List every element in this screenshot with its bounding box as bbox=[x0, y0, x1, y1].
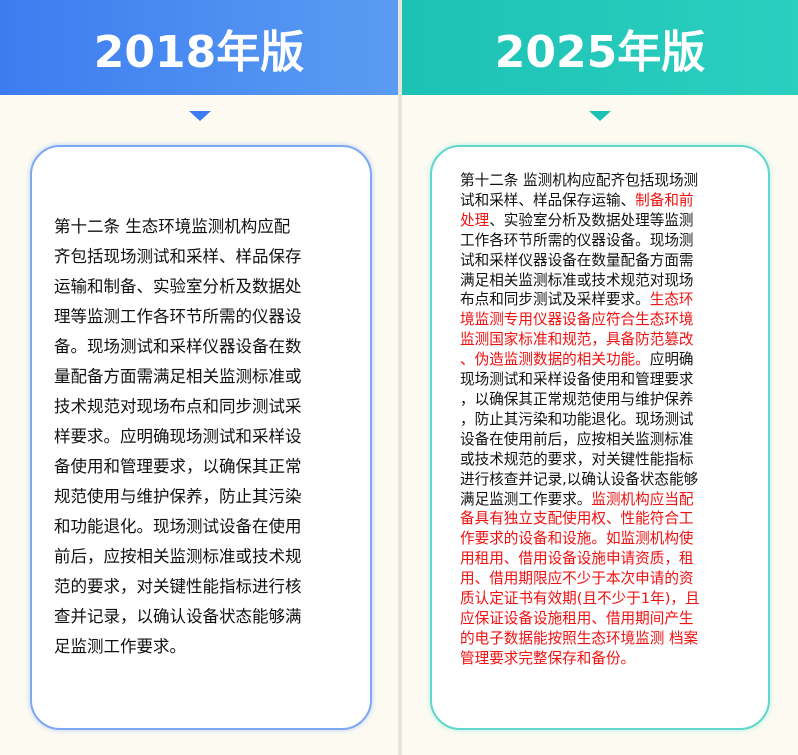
text-line: 试和采样、样品保存运输、制备和前 bbox=[460, 191, 700, 211]
text-segment: 布点和同步测试及采样要求。 bbox=[460, 291, 650, 309]
text-line: 布点和同步测试及采样要求。生态环 bbox=[460, 290, 700, 310]
text-line: 管理要求完整保存和备份。 bbox=[460, 649, 700, 669]
text-segment: 应明确 bbox=[649, 351, 694, 369]
title-2025: 2025年版 bbox=[494, 26, 706, 78]
text-line: 进行核查并记录,以确认设备状态能够 bbox=[460, 470, 700, 490]
highlighted-text: 制备和前 bbox=[635, 191, 694, 209]
column-divider bbox=[398, 0, 402, 755]
text-line: 和功能退化。现场测试设备在使用 bbox=[54, 517, 302, 536]
text-segment: 工作各环节所需的仪器设备。现场测 bbox=[460, 231, 694, 249]
text-line: 境监测专用仪器设备应符合生态环境 bbox=[460, 310, 700, 330]
text-segment: 满足相关监测标准或技术规范对现场 bbox=[460, 271, 694, 289]
text-line: 备。现场测试和采样仪器设备在数 bbox=[54, 337, 302, 356]
text-line: 第十二条 监测机构应配齐包括现场测 bbox=[460, 171, 700, 191]
pointer-down-icon bbox=[589, 111, 611, 121]
highlighted-text: 监测国家标准和规范，具备防范篡改 bbox=[460, 331, 694, 349]
highlighted-text: 用租用、借用设备设施申请资质，租 bbox=[460, 550, 694, 568]
text-line: ，以确保其正常规范使用与维护保养 bbox=[460, 390, 700, 410]
article-text-2018: 第十二条 生态环境监测机构应配 齐包括现场测试和采样、样品保存 运输和制备、实验室分… bbox=[54, 212, 302, 662]
article-text-2025: 第十二条 监测机构应配齐包括现场测 试和采样、样品保存运输、制备和前 处理、实验室分… bbox=[460, 171, 700, 669]
text-line: 的电子数据能按照生态环境监测 档案 bbox=[460, 629, 700, 649]
text-segment: 设备在使用前后，应按相关监测标准 bbox=[460, 430, 694, 448]
pointer-down-icon bbox=[189, 111, 211, 121]
text-segment: 第十二条 监测机构应配齐包括现场测 bbox=[460, 172, 699, 189]
text-line: 备具有独立支配使用权、性能符合工 bbox=[460, 509, 700, 529]
card-2018: 第十二条 生态环境监测机构应配 齐包括现场测试和采样、样品保存 运输和制备、实验室分… bbox=[30, 145, 372, 730]
text-segment: 满足监测工作要求。 bbox=[460, 490, 592, 508]
text-line: 或技术规范的要求，对关键性能指标 bbox=[460, 450, 700, 470]
highlighted-text: 处理 bbox=[460, 211, 490, 229]
text-line: 工作各环节所需的仪器设备。现场测 bbox=[460, 231, 700, 251]
text-line: 作要求的设备和设施。如监测机构使 bbox=[460, 529, 700, 549]
text-line: 质认定证书有效期(且不少于1年)，且 bbox=[460, 589, 700, 609]
text-segment: 或技术规范的要求，对关键性能指标 bbox=[460, 450, 694, 468]
highlighted-text: 作要求的设备和设施。如监测机构使 bbox=[460, 530, 694, 548]
text-segment: 进行核查并记录,以确认设备状态能够 bbox=[460, 470, 699, 488]
text-line: 处理、实验室分析及数据处理等监测 bbox=[460, 211, 700, 231]
text-line: 查并记录，以确认设备状态能够满 bbox=[54, 607, 302, 626]
highlighted-text: 境监测专用仪器设备应符合生态环境 bbox=[460, 311, 694, 329]
text-line: 应保证设备设施租用、借用期间产生 bbox=[460, 609, 700, 629]
title-2018: 2018年版 bbox=[93, 26, 305, 78]
highlighted-text: 、伪造监测数据的相关功能。 bbox=[460, 351, 650, 369]
text-line: 规范使用与维护保养，防止其污染 bbox=[54, 487, 302, 506]
text-line: 齐包括现场测试和采样、样品保存 bbox=[54, 247, 302, 266]
highlighted-text: 生态环 bbox=[649, 291, 694, 309]
text-segment: 、实验室分析及数据处理等监测 bbox=[489, 211, 694, 229]
text-line: 样要求。应明确现场测试和采样设 bbox=[54, 427, 302, 446]
text-line: 第十二条 生态环境监测机构应配 bbox=[54, 217, 291, 236]
text-segment: 试和采样仪器设备在数量配备方面需 bbox=[460, 251, 694, 269]
highlighted-text: 监测机构应当配 bbox=[591, 490, 694, 508]
text-segment: 现场测试和采样设备使用和管理要求 bbox=[460, 371, 694, 389]
text-line: 监测国家标准和规范，具备防范篡改 bbox=[460, 330, 700, 350]
highlighted-text: 管理要求完整保存和备份。 bbox=[460, 649, 636, 667]
text-line: 前后，应按相关监测标准或技术规 bbox=[54, 547, 302, 566]
text-line: 范的要求，对关键性能指标进行核 bbox=[54, 577, 302, 596]
text-line: 运输和制备、实验室分析及数据处 bbox=[54, 277, 302, 296]
card-2025: 第十二条 监测机构应配齐包括现场测 试和采样、样品保存运输、制备和前 处理、实验室分… bbox=[430, 145, 770, 730]
text-line: 量配备方面需满足相关监测标准或 bbox=[54, 367, 302, 386]
text-line: 满足监测工作要求。监测机构应当配 bbox=[460, 490, 700, 510]
text-segment: ，以确保其正常规范使用与维护保养 bbox=[460, 390, 694, 408]
text-line: 现场测试和采样设备使用和管理要求 bbox=[460, 370, 700, 390]
highlighted-text: 的电子数据能按照生态环境监测 档案 bbox=[460, 629, 699, 647]
text-segment: 试和采样、样品保存运输、 bbox=[460, 191, 636, 209]
text-line: 用租用、借用设备设施申请资质，租 bbox=[460, 549, 700, 569]
text-line: 理等监测工作各环节所需的仪器设 bbox=[54, 307, 302, 326]
text-line: 用、借用期限应不少于本次申请的资 bbox=[460, 569, 700, 589]
highlighted-text: 应保证设备设施租用、借用期间产生 bbox=[460, 609, 694, 627]
text-line: 备使用和管理要求，以确保其正常 bbox=[54, 457, 302, 476]
text-line: 满足相关监测标准或技术规范对现场 bbox=[460, 271, 700, 291]
text-line: 设备在使用前后，应按相关监测标准 bbox=[460, 430, 700, 450]
highlighted-text: 用、借用期限应不少于本次申请的资 bbox=[460, 570, 694, 588]
header-2018: 2018年版 bbox=[0, 0, 398, 95]
highlighted-text: 质认定证书有效期(且不少于1年)，且 bbox=[460, 590, 700, 608]
text-line: ，防止其污染和功能退化。现场测试 bbox=[460, 410, 700, 430]
text-line: 足监测工作要求。 bbox=[54, 637, 186, 656]
text-line: 技术规范对现场布点和同步测试采 bbox=[54, 397, 302, 416]
text-line: 、伪造监测数据的相关功能。应明确 bbox=[460, 350, 700, 370]
highlighted-text: 备具有独立支配使用权、性能符合工 bbox=[460, 510, 694, 528]
text-line: 试和采样仪器设备在数量配备方面需 bbox=[460, 251, 700, 271]
text-segment: ，防止其污染和功能退化。现场测试 bbox=[460, 410, 694, 428]
header-2025: 2025年版 bbox=[402, 0, 798, 95]
